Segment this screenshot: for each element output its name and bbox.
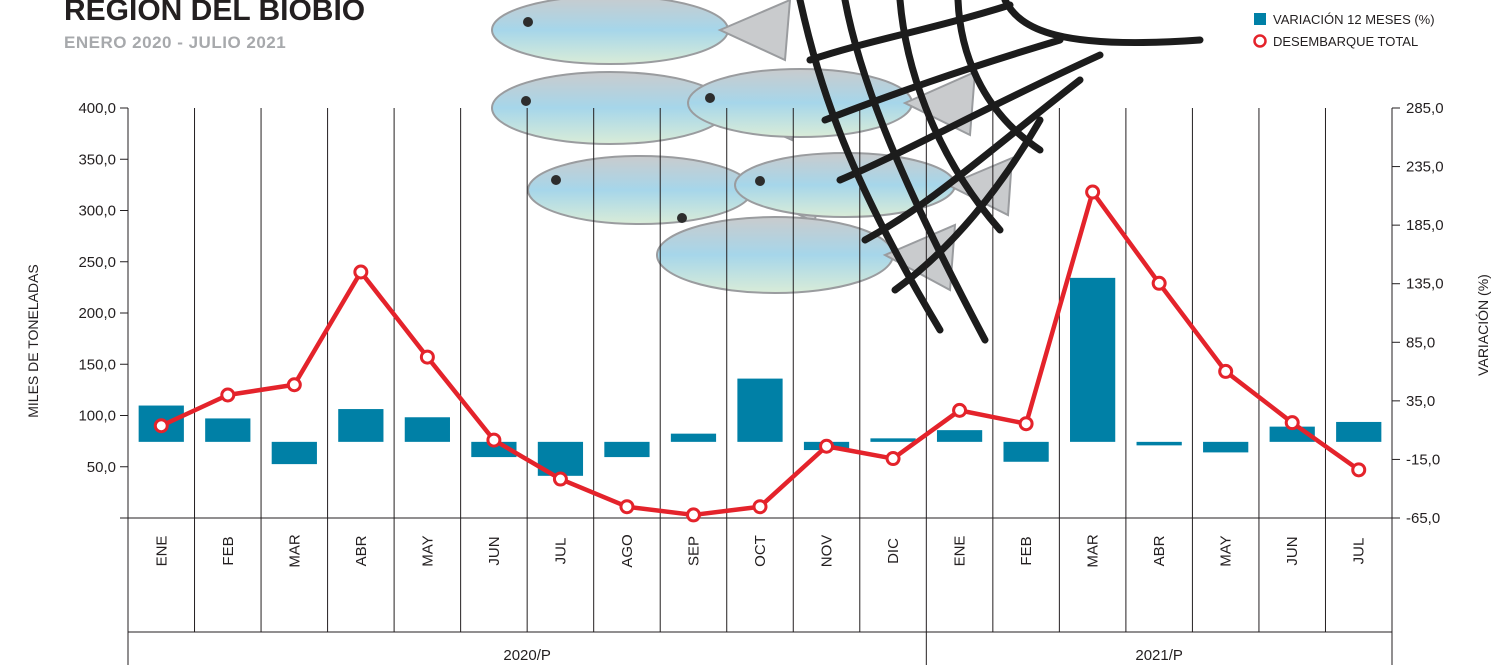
fish-icon xyxy=(687,68,977,138)
category-label: ENE xyxy=(153,536,170,567)
bar xyxy=(1203,441,1249,453)
line-point xyxy=(552,471,568,487)
y-tick-label: 200,0 xyxy=(78,305,116,322)
line-point xyxy=(1284,415,1300,431)
bar xyxy=(1136,441,1182,446)
line-point xyxy=(1151,275,1167,291)
bar xyxy=(870,438,916,442)
category-label: MAY xyxy=(1218,535,1235,566)
y-axis-title: MILES DE TONELADAS xyxy=(25,264,41,418)
y2-tick-label: 185,0 xyxy=(1406,217,1444,234)
chart-title: REGIÓN DEL BIOBÍO xyxy=(64,0,365,27)
category-label: DIC xyxy=(885,538,902,564)
line-point xyxy=(885,451,901,467)
y-tick-label: 400,0 xyxy=(78,100,116,117)
line-point xyxy=(486,432,502,448)
category-label: JUL xyxy=(552,538,569,565)
bar xyxy=(404,417,450,442)
category-label: OCT xyxy=(752,535,769,567)
category-label: JUL xyxy=(1351,538,1368,565)
group-label: 2021/P xyxy=(1135,647,1183,664)
category-label: JUN xyxy=(486,536,503,565)
y2-tick-label: 235,0 xyxy=(1406,159,1444,176)
line-point xyxy=(419,349,435,365)
category-label: MAR xyxy=(1085,534,1102,568)
bar xyxy=(205,418,251,442)
line-point xyxy=(1018,416,1034,432)
category-label: FEB xyxy=(1018,536,1035,565)
y-tick-label: 350,0 xyxy=(78,151,116,168)
category-label: ABR xyxy=(1151,535,1168,566)
line-point xyxy=(619,499,635,515)
line-point xyxy=(1085,184,1101,200)
line-point xyxy=(353,264,369,280)
group-label: 2020/P xyxy=(503,647,551,664)
y2-axis-title: VARIACIÓN (%) xyxy=(1475,274,1491,376)
line-point xyxy=(153,418,169,434)
fishing-net-icon xyxy=(796,0,1204,344)
bar xyxy=(1336,421,1382,442)
legend-line-label: DESEMBARQUE TOTAL xyxy=(1273,34,1418,49)
bar xyxy=(271,441,317,465)
line-point xyxy=(952,402,968,418)
category-label: NOV xyxy=(819,535,836,568)
bar xyxy=(1003,441,1049,462)
y2-tick-label: -65,0 xyxy=(1406,510,1440,527)
y-tick-label: 250,0 xyxy=(78,254,116,271)
chart-subtitle: ENERO 2020 - JULIO 2021 xyxy=(64,33,286,52)
plot-area: 50,0 100,0 150,0 200,0 250,0 300,0 350,0 400,0 -… xyxy=(78,100,1444,665)
y-tick-label: 100,0 xyxy=(78,408,116,425)
line-point xyxy=(1351,462,1367,478)
y2-tick-label: 285,0 xyxy=(1406,100,1444,117)
line-point xyxy=(819,438,835,454)
line-point xyxy=(752,499,768,515)
line-point xyxy=(1218,363,1234,379)
fish-school-illustration xyxy=(491,0,1204,344)
bar xyxy=(670,433,717,442)
y2-tick-label: -15,0 xyxy=(1406,451,1440,468)
category-label: MAY xyxy=(419,535,436,566)
category-label: ABR xyxy=(353,535,370,566)
y2-tick-label: 85,0 xyxy=(1406,334,1435,351)
line-point xyxy=(220,387,236,403)
bar xyxy=(604,441,650,458)
y-tick-label: 300,0 xyxy=(78,203,116,220)
y-tick-label: 150,0 xyxy=(78,356,116,373)
line-point xyxy=(286,377,302,393)
y-tick-label: 50,0 xyxy=(87,459,116,476)
fish-icon xyxy=(491,0,792,65)
bar xyxy=(737,378,783,442)
line-point xyxy=(685,507,701,523)
bar xyxy=(1070,277,1116,442)
y2-tick-label: 35,0 xyxy=(1406,393,1435,410)
category-label: ENE xyxy=(952,536,969,567)
legend-bar-swatch xyxy=(1254,13,1266,25)
category-label: JUN xyxy=(1284,536,1301,565)
category-label: MAR xyxy=(286,534,303,568)
category-label: SEP xyxy=(685,536,702,566)
y2-tick-label: 135,0 xyxy=(1406,276,1444,293)
bar xyxy=(936,430,983,442)
legend-bar-label: VARIACIÓN 12 MESES (%) xyxy=(1273,12,1435,27)
category-label: AGO xyxy=(619,534,636,567)
legend: VARIACIÓN 12 MESES (%) DESEMBARQUE TOTAL xyxy=(1253,12,1435,49)
legend-line-marker xyxy=(1253,34,1267,48)
category-label: FEB xyxy=(220,536,237,565)
bar xyxy=(338,409,384,442)
